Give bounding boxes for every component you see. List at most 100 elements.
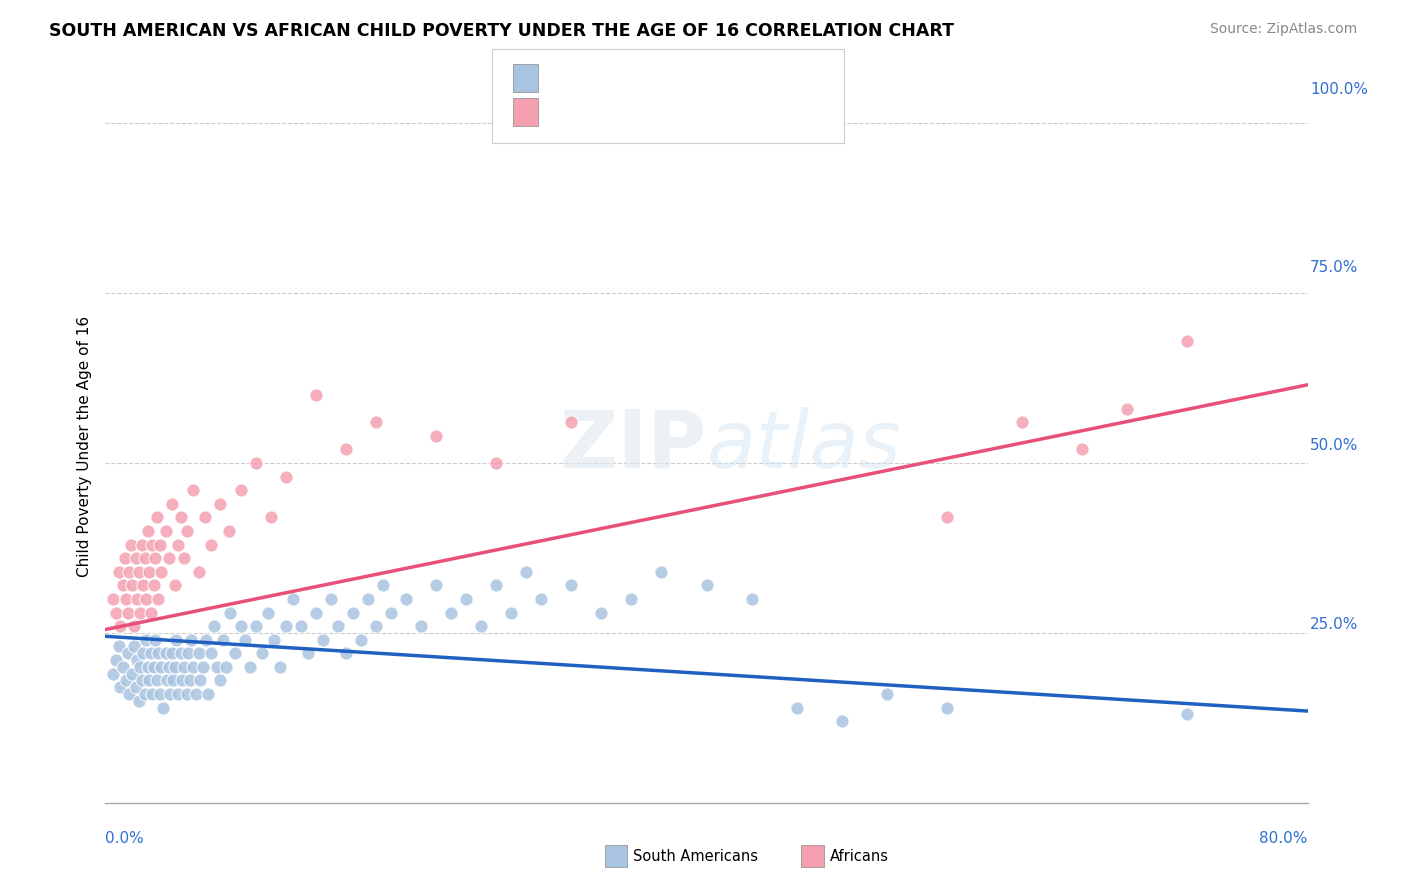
Point [122,619,145,633]
Point [180,632,202,647]
Point [181,483,204,498]
Point [132,646,155,660]
Point [1011,415,1033,429]
Point [205,660,228,674]
Point [129,660,152,674]
Text: ZIP: ZIP [560,407,707,485]
Point [380,606,402,620]
Point [129,606,152,620]
Point [485,456,508,470]
Point [195,632,218,647]
Point [172,673,194,688]
Point [138,673,160,688]
Text: South Americans: South Americans [633,849,758,863]
Text: -0.191: -0.191 [586,70,638,85]
Point [515,565,537,579]
Point [239,660,262,674]
Point [229,619,252,633]
Text: R =: R = [547,70,576,85]
Point [250,646,273,660]
Text: 0.0%: 0.0% [105,831,145,847]
Point [124,680,146,694]
Point [177,646,200,660]
Point [173,660,195,674]
Text: 60: 60 [707,103,727,119]
Point [211,632,233,647]
Point [233,632,256,647]
Point [108,640,131,654]
Point [135,591,157,606]
Point [202,619,225,633]
Point [395,591,418,606]
Point [122,640,145,654]
Point [197,687,219,701]
Point [312,632,335,647]
Point [125,591,148,606]
Point [741,591,763,606]
Point [132,578,155,592]
Point [350,632,373,647]
Point [165,632,187,647]
Point [118,565,141,579]
Point [187,646,209,660]
Point [218,524,240,538]
Text: N =: N = [665,103,696,119]
Text: R =: R = [547,103,576,119]
Text: 75.0%: 75.0% [1310,260,1358,275]
Point [166,537,188,551]
Text: 25.0%: 25.0% [1310,617,1358,632]
Point [112,578,135,592]
Point [194,510,217,524]
Point [141,687,163,701]
Point [121,578,143,592]
Point [134,687,156,701]
Point [128,694,150,708]
Point [166,687,188,701]
Point [290,619,312,633]
Point [191,660,214,674]
Text: SOUTH AMERICAN VS AFRICAN CHILD POVERTY UNDER THE AGE OF 16 CORRELATION CHART: SOUTH AMERICAN VS AFRICAN CHILD POVERTY … [49,22,955,40]
Point [156,673,179,688]
Point [118,687,141,701]
Point [342,606,364,620]
Point [148,687,170,701]
Point [115,673,138,688]
Point [831,714,853,729]
Point [128,565,150,579]
Point [219,606,242,620]
Point [155,524,177,538]
Point [152,700,174,714]
Point [114,551,136,566]
Point [162,673,184,688]
Point [245,456,267,470]
Point [120,537,142,551]
Point [160,497,183,511]
Point [108,565,131,579]
Point [269,660,291,674]
Point [145,673,167,688]
Point [786,700,808,714]
Point [181,660,204,674]
Point [214,660,236,674]
Point [117,646,139,660]
Point [245,619,267,633]
Point [101,666,124,681]
Text: 50.0%: 50.0% [1310,439,1358,453]
Point [163,578,186,592]
Point [104,606,127,620]
Point [101,591,124,606]
Point [200,537,222,551]
Point [157,551,180,566]
Point [200,646,222,660]
Point [145,510,167,524]
Point [530,591,553,606]
Point [157,660,180,674]
Point [425,578,447,592]
Point [560,578,582,592]
Point [319,591,342,606]
Point [297,646,319,660]
Point [274,619,297,633]
Point [425,429,447,443]
Point [136,660,159,674]
Point [110,619,132,633]
